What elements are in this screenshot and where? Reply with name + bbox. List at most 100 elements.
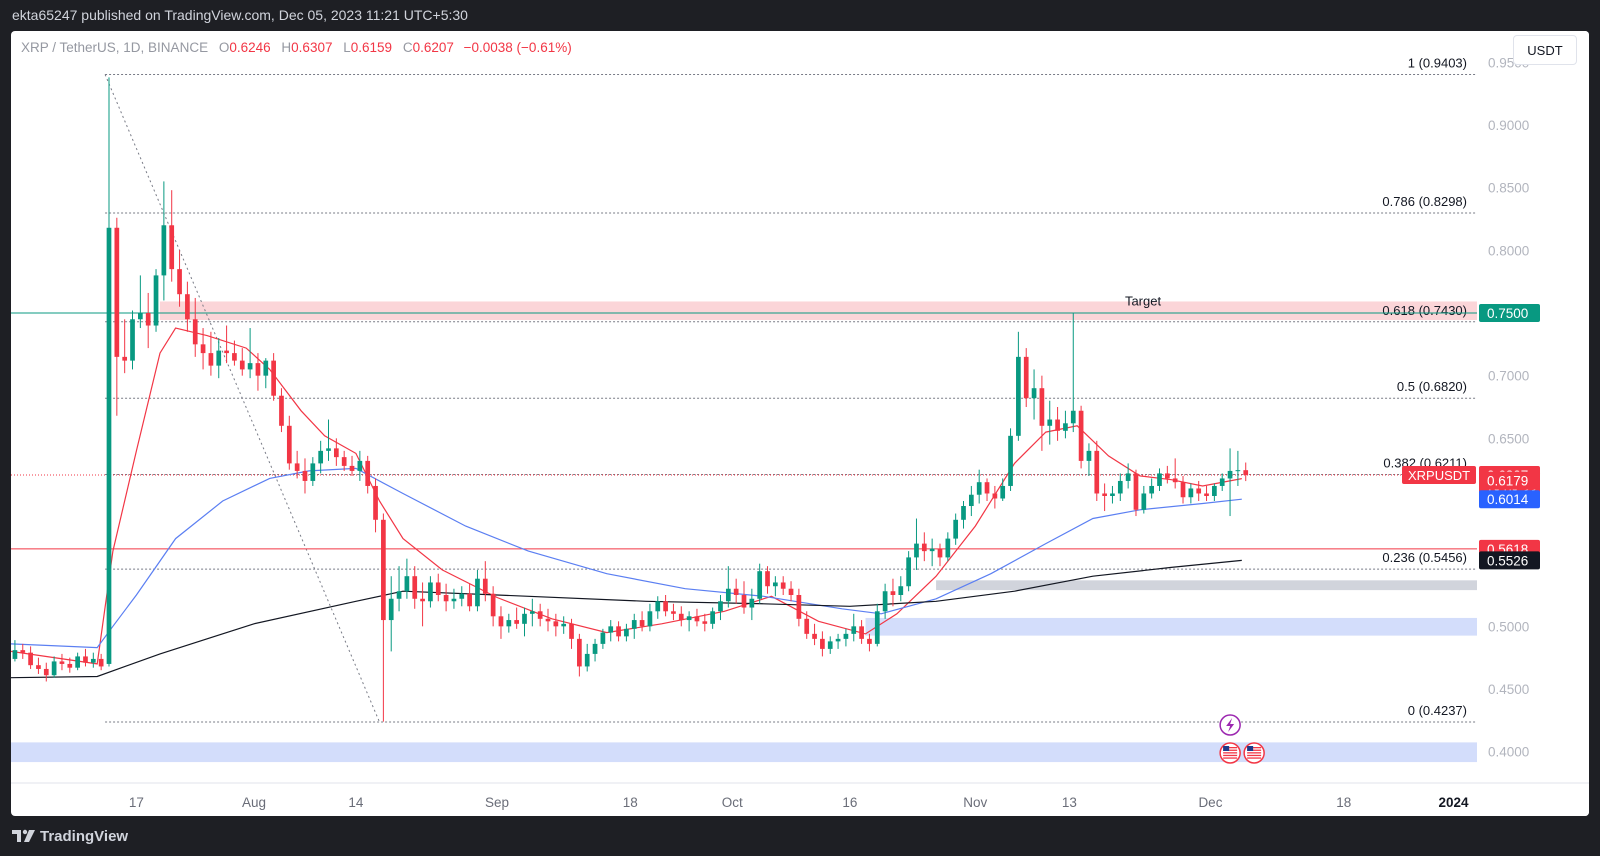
candle-body — [396, 591, 402, 599]
time-axis-tick: 14 — [348, 795, 364, 810]
candle-body — [1212, 485, 1217, 496]
candle-body — [341, 457, 347, 466]
candle-body — [545, 618, 551, 622]
candle-body — [1117, 480, 1123, 494]
symbol-label[interactable]: XRP / TetherUS, 1D, BINANCE — [21, 40, 209, 55]
low-value: 0.6159 — [350, 40, 393, 55]
candle-body — [490, 593, 496, 617]
candle-body — [83, 656, 88, 663]
us-flag-stripe — [1247, 747, 1262, 749]
candle-body — [357, 460, 363, 471]
candle-body — [365, 460, 371, 486]
candle-body — [177, 269, 182, 295]
candle-body — [827, 641, 833, 649]
candle-body — [1070, 410, 1076, 424]
us-flag-stripe — [1247, 754, 1262, 757]
candle-body — [318, 450, 324, 464]
candle-body — [639, 620, 645, 627]
time-axis-tick: Oct — [722, 795, 743, 810]
candle-body — [1157, 473, 1162, 486]
candle-body — [475, 578, 480, 607]
lightning-icon — [1219, 714, 1241, 736]
candle-body — [859, 626, 864, 639]
candle-body — [271, 360, 276, 396]
price-chart[interactable]: Target 1 (0.9403) 0.786 (0.8298) 0.618 (0.7… — [11, 31, 1589, 816]
time-axis-tick: 18 — [623, 795, 638, 810]
candle-body — [138, 313, 143, 320]
candle-body — [694, 616, 700, 622]
candle-body — [624, 628, 629, 637]
close-label: C — [402, 40, 413, 55]
us-flag-canton — [1247, 746, 1254, 751]
candle-body — [161, 225, 167, 276]
candle-body — [929, 548, 935, 552]
candle-body — [326, 448, 331, 451]
candle-body — [671, 611, 676, 614]
candle-body — [843, 633, 849, 639]
candle-body — [592, 643, 598, 654]
us-flag-stripe — [1223, 749, 1238, 751]
candle-body — [804, 618, 810, 634]
candle-body — [98, 658, 104, 667]
candle-body — [208, 353, 214, 366]
candle-body — [522, 613, 527, 624]
candle-body — [890, 591, 896, 595]
candle-body — [67, 663, 73, 668]
candle-body — [1023, 356, 1029, 399]
tradingview-brand[interactable]: TradingView — [40, 828, 129, 845]
time-axis-tick: Nov — [963, 795, 987, 810]
currency-button[interactable]: USDT — [1513, 35, 1577, 65]
moving-average-line-0 — [11, 327, 1242, 665]
candle-body — [373, 485, 378, 520]
lightning-icon-bolt — [1226, 718, 1235, 732]
candle-body — [333, 448, 339, 458]
candle-body — [114, 227, 120, 357]
candle-body — [663, 601, 668, 612]
candle-body — [1235, 470, 1241, 472]
candle-body — [631, 620, 637, 629]
moving-average-line-2 — [11, 559, 1242, 679]
candle-body — [451, 598, 457, 602]
price-axis-tick: 0.8500 — [1488, 181, 1529, 196]
candle-body — [279, 395, 284, 426]
candle-body — [529, 611, 535, 614]
candle-body — [263, 360, 269, 376]
time-axis-tick: 2024 — [1438, 795, 1469, 810]
change-value: −0.0038 (−0.61%) — [463, 40, 572, 55]
us-flag-stripe — [1247, 757, 1262, 759]
candle-body — [537, 611, 543, 619]
chart-area[interactable]: Target 1 (0.9403) 0.786 (0.8298) 0.618 (0.7… — [11, 31, 1589, 816]
candle-body — [749, 598, 755, 608]
symbol-tag-bg — [1402, 466, 1476, 485]
candle-body — [616, 626, 621, 637]
candle-body — [514, 620, 520, 624]
price-axis-tick: 0.6500 — [1488, 431, 1529, 446]
candle-body — [1031, 388, 1037, 399]
zone-label: Target — [1125, 293, 1162, 308]
high-label: H — [281, 40, 292, 55]
candle-body — [686, 616, 692, 621]
candle-body — [1164, 473, 1170, 479]
candle-body — [906, 557, 911, 587]
fib-level-label: 0.5 (0.6820) — [1397, 379, 1467, 394]
candle-body — [984, 482, 990, 494]
tradingview-logo-icon[interactable] — [12, 828, 36, 844]
price-tag-bg — [1479, 304, 1540, 322]
price-axis-tick: 0.5000 — [1488, 619, 1529, 634]
candle-body — [1204, 493, 1209, 496]
candle-body — [20, 650, 26, 653]
candle-body — [953, 519, 959, 539]
candle-body — [404, 576, 410, 592]
us-flag-stripe — [1223, 754, 1238, 757]
candle-body — [968, 494, 974, 507]
open-value: 0.6246 — [229, 40, 271, 55]
candle-body — [773, 582, 778, 587]
candle-body — [741, 595, 747, 608]
publish-header: ekta65247 published on TradingView.com, … — [0, 0, 1600, 31]
fib-level-label: 0.618 (0.7430) — [1382, 303, 1467, 318]
candle-body — [1219, 478, 1225, 486]
candle-body — [1008, 435, 1013, 486]
candle-body — [381, 519, 386, 621]
candle-body — [874, 611, 880, 644]
price-label-value: 0.5526 — [1487, 553, 1528, 568]
